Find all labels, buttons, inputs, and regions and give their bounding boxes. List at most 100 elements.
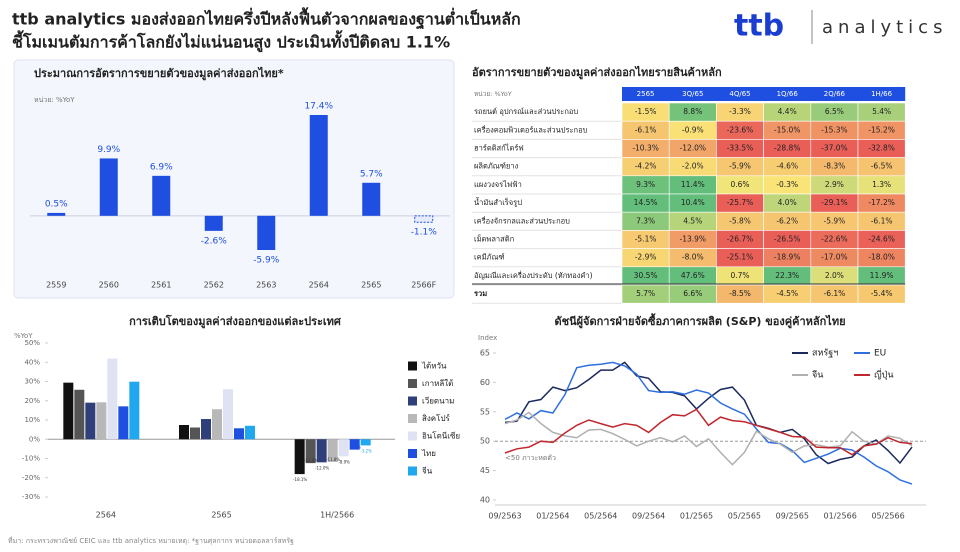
y-tick-label: 40 [480, 496, 490, 505]
bar [316, 439, 327, 463]
legend-swatch [408, 379, 417, 388]
legend-swatch [408, 431, 417, 441]
value-label: 5.7% [360, 169, 383, 179]
legend-label: เกาหลีใต้ [422, 379, 453, 388]
bar [338, 439, 349, 457]
bar [190, 427, 200, 440]
y-tick-label: 60 [480, 378, 490, 387]
cell-value: 0.7% [730, 271, 749, 280]
cell-value: -23.6% [727, 125, 754, 134]
legend-swatch [408, 361, 417, 371]
cell-value: 1.3% [872, 180, 891, 189]
cell-value: -13.9% [680, 235, 707, 244]
bar [360, 439, 371, 446]
value-label: -8.9% [338, 459, 350, 464]
x-tick-label: 05/2565 [728, 512, 761, 521]
cell-value: -25.1% [727, 253, 754, 262]
bar [85, 402, 96, 440]
panel [13, 59, 455, 299]
bar [234, 428, 244, 440]
bar [294, 439, 305, 475]
bar [201, 419, 211, 440]
x-tick-label: 09/2564 [632, 512, 665, 521]
cell-value: -15.3% [821, 125, 848, 134]
legend-label: สิงคโปร์ [422, 413, 451, 423]
cell-value: 9.3% [636, 180, 655, 189]
headline: ttb analytics มองส่งออกไทยครึ่งปีหลังฟื้… [12, 7, 521, 30]
x-tick-label: 09/2563 [488, 512, 521, 521]
annotation: <50 ภาวะหดตัว [505, 454, 556, 462]
logo-product: analytics [822, 17, 947, 38]
legend-label: ไต้หวัน [421, 362, 447, 371]
cell-value: -5.4% [871, 289, 893, 298]
bar [118, 406, 129, 440]
legend-label: ญี่ปุ่น [874, 368, 894, 381]
bar [223, 389, 233, 440]
cell-value: 7.3% [636, 216, 655, 225]
line-series [504, 408, 913, 456]
column-header: 2Q/66 [824, 90, 846, 98]
bar [107, 358, 118, 440]
row-label: เคมีภัณฑ์ [474, 253, 505, 262]
y-tick-label: -20% [22, 474, 40, 482]
legend-swatch [408, 414, 417, 423]
cell-value: -22.6% [821, 235, 848, 244]
cell-value: -12.0% [680, 144, 707, 153]
legend-label: ไทย [421, 449, 436, 458]
bar [327, 439, 338, 462]
cell-value: 4.5% [683, 216, 702, 225]
row-label: อัญมณีและเครื่องประดับ (หักทองคำ) [474, 270, 593, 280]
unit-label: Index [478, 334, 497, 342]
x-tick-label: 2562 [204, 281, 224, 290]
cell-value: 2.9% [825, 180, 844, 189]
column-header: 4Q/65 [729, 90, 750, 98]
column-header: 3Q/65 [682, 90, 703, 98]
chart-title: ดัชนีผู้จัดการฝ่ายจัดซื้อภาคการผลิต (S&P… [554, 313, 845, 329]
x-tick-label: 2566F [411, 281, 436, 290]
cell-value: 30.5% [634, 271, 658, 280]
bar [204, 215, 223, 231]
y-tick-label: -10% [22, 455, 40, 463]
cell-value: 0.6% [730, 180, 749, 189]
cell-value: -5.9% [729, 162, 751, 171]
bar [96, 402, 107, 440]
cell-value: -18.0% [868, 253, 895, 262]
y-tick-label: 45 [480, 466, 490, 475]
logo-brand: ttb [734, 9, 784, 44]
column-header: 1H/66 [871, 90, 893, 98]
cell-value: -15.2% [868, 125, 895, 134]
bar [362, 182, 381, 216]
x-tick-label: 05/2564 [584, 512, 617, 521]
cell-value: -6.1% [824, 289, 846, 298]
row-label: เม็ดพลาสติก [474, 234, 514, 244]
bar [63, 382, 74, 440]
value-label: -11.8% [326, 457, 340, 462]
cell-value: 22.3% [775, 271, 799, 280]
cell-value: -17.0% [821, 253, 848, 262]
cell-value: 11.4% [681, 180, 705, 189]
y-tick-label: 0% [29, 435, 40, 443]
cell-value: 10.4% [681, 198, 705, 207]
legend-label: เวียดนาม [422, 397, 454, 406]
cell-value: -6.1% [871, 216, 893, 225]
cell-value: -8.0% [682, 253, 704, 262]
bar [99, 158, 118, 216]
legend-swatch [408, 466, 417, 476]
legend-label: EU [874, 349, 886, 359]
y-tick-label: 50% [24, 339, 40, 347]
cell-value: -24.6% [868, 235, 895, 244]
x-tick-label: 2563 [256, 281, 276, 290]
row-label: แผงวงจรไฟฟ้า [474, 180, 522, 189]
legend-label: จีน [422, 467, 433, 476]
bar [305, 439, 316, 464]
chart-title: การเติบโตของมูลค่าส่งออกของแต่ละประเทศ [129, 314, 342, 329]
y-tick-label: -30% [22, 493, 40, 501]
cell-value: -26.7% [727, 235, 754, 244]
cell-value: -15.0% [774, 125, 801, 134]
value-label: -2.6% [201, 236, 228, 246]
line-series [504, 361, 913, 465]
line-series [504, 361, 913, 485]
x-tick-label: 2560 [99, 281, 119, 290]
unit-label: หน่วย: %YoY [474, 90, 512, 98]
